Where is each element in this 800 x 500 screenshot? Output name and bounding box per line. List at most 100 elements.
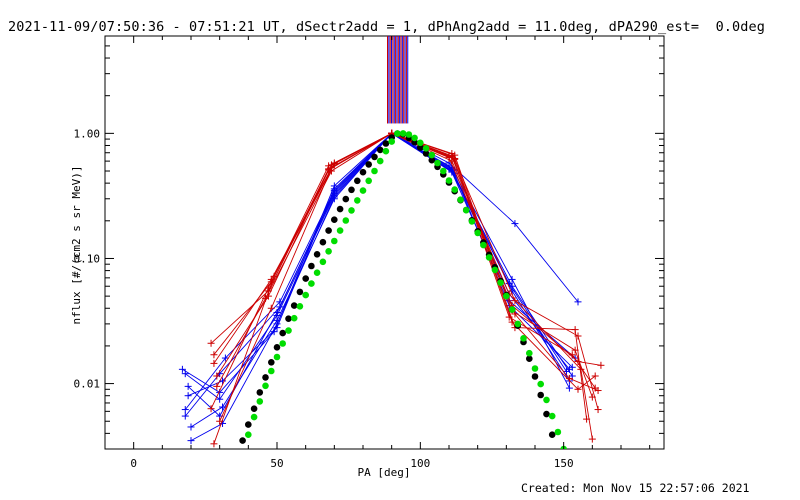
fit-point-black: [348, 186, 355, 194]
fit-point-green: [526, 349, 533, 357]
fit-point-green: [313, 269, 321, 277]
series-line-blue: [190, 132, 570, 428]
series-point-blue: [330, 193, 338, 201]
series-point-red: [270, 272, 278, 280]
fit-point-green: [537, 380, 544, 388]
fit-point-green: [319, 258, 327, 266]
axis-layer: 0 50 100 150 0.01 0.10 1.00: [74, 35, 664, 470]
fit-point-black: [526, 355, 533, 363]
fit-point-green: [302, 291, 310, 299]
series-point-blue: [276, 298, 284, 306]
fit-point-black: [365, 161, 373, 168]
x-tick-label: 150: [554, 457, 574, 470]
fit-point-green: [474, 229, 482, 237]
fit-point-green: [554, 428, 562, 436]
series-point-blue: [508, 275, 516, 283]
fit-point-black: [256, 389, 264, 396]
fit-point-black: [342, 195, 350, 203]
series-point-blue: [216, 395, 224, 403]
fit-point-black: [548, 431, 556, 439]
fit-point-green: [440, 167, 447, 175]
fit-point-green: [520, 335, 527, 342]
fit-point-black: [290, 302, 298, 309]
fit-point-green: [342, 217, 350, 224]
series-layer: [178, 129, 605, 448]
fit-point-black: [359, 168, 367, 176]
fit-point-black: [250, 405, 258, 413]
fit-point-black: [234, 454, 241, 461]
fit-point-black: [319, 238, 327, 246]
series-point-red: [591, 372, 599, 380]
series-point-red: [511, 310, 519, 318]
fit-point-green: [382, 147, 390, 155]
series-point-blue: [181, 412, 189, 420]
fit-point-green: [457, 196, 464, 203]
series-line-blue: [187, 132, 579, 417]
fit-point-green: [376, 157, 384, 165]
fit-point-black: [422, 150, 430, 157]
fit-point-green: [468, 218, 476, 225]
series-line-blue: [185, 132, 570, 400]
series-point-red: [207, 405, 215, 413]
series-point-blue: [565, 384, 573, 392]
fit-point-black: [417, 144, 424, 151]
x-tick-label: 0: [130, 457, 137, 470]
series-point-blue: [574, 298, 582, 306]
fit-point-green: [548, 412, 556, 420]
fit-point-green: [503, 292, 510, 300]
fit-point-green: [371, 167, 378, 175]
fit-point-green: [394, 130, 401, 137]
series-point-red: [264, 292, 272, 300]
series-line-blue: [184, 132, 570, 410]
series-point-red: [267, 304, 275, 312]
plot-title: 2021-11-09/07:50:36 - 07:51:21 UT, dSect…: [8, 19, 765, 35]
fit-point-green: [331, 237, 338, 245]
fit-point-black: [354, 177, 361, 185]
fit-point-green: [434, 159, 441, 167]
series-point-red: [325, 166, 333, 174]
fit-point-black: [371, 153, 378, 161]
fit-point-black: [245, 421, 252, 428]
fit-point-black: [331, 216, 338, 223]
fit-point-black: [313, 251, 321, 258]
fit-point-black: [428, 156, 436, 164]
fit-point-black: [537, 391, 544, 399]
series-point-red: [588, 435, 596, 443]
fit-point-green: [256, 398, 264, 405]
fit-point-green: [514, 320, 522, 328]
series-point-red: [597, 361, 605, 369]
fit-point-green: [336, 227, 344, 234]
series-point-blue: [181, 406, 189, 414]
fit-point-black: [262, 374, 269, 381]
fit-point-green: [422, 145, 430, 152]
series-point-red: [508, 318, 516, 326]
series-point-red: [574, 358, 582, 366]
series-point-blue: [184, 382, 192, 390]
fit-point-green: [245, 431, 252, 439]
fit-point-green: [273, 353, 281, 361]
spike-group: [387, 36, 409, 124]
fit-point-green: [239, 449, 246, 456]
series-point-blue: [505, 280, 513, 288]
fit-layer: [234, 130, 567, 461]
fit-point-black: [308, 262, 315, 270]
fit-point-green: [388, 138, 396, 145]
fit-point-black: [302, 275, 310, 282]
series-point-red: [207, 339, 215, 347]
fit-point-green: [262, 382, 269, 390]
series-point-blue: [187, 423, 195, 431]
series-line-red: [219, 132, 593, 440]
series-point-blue: [178, 365, 186, 373]
fit-point-black: [543, 410, 550, 418]
fit-point-black: [285, 315, 292, 323]
series-point-blue: [273, 308, 281, 316]
plot-frame: [104, 35, 665, 450]
fit-point-green: [359, 187, 367, 194]
fit-point-green: [290, 314, 298, 322]
series-point-blue: [568, 363, 576, 371]
series-line-red: [210, 132, 599, 410]
series-point-blue: [187, 437, 195, 445]
fit-point-green: [325, 248, 332, 255]
fit-point-black: [279, 329, 287, 337]
